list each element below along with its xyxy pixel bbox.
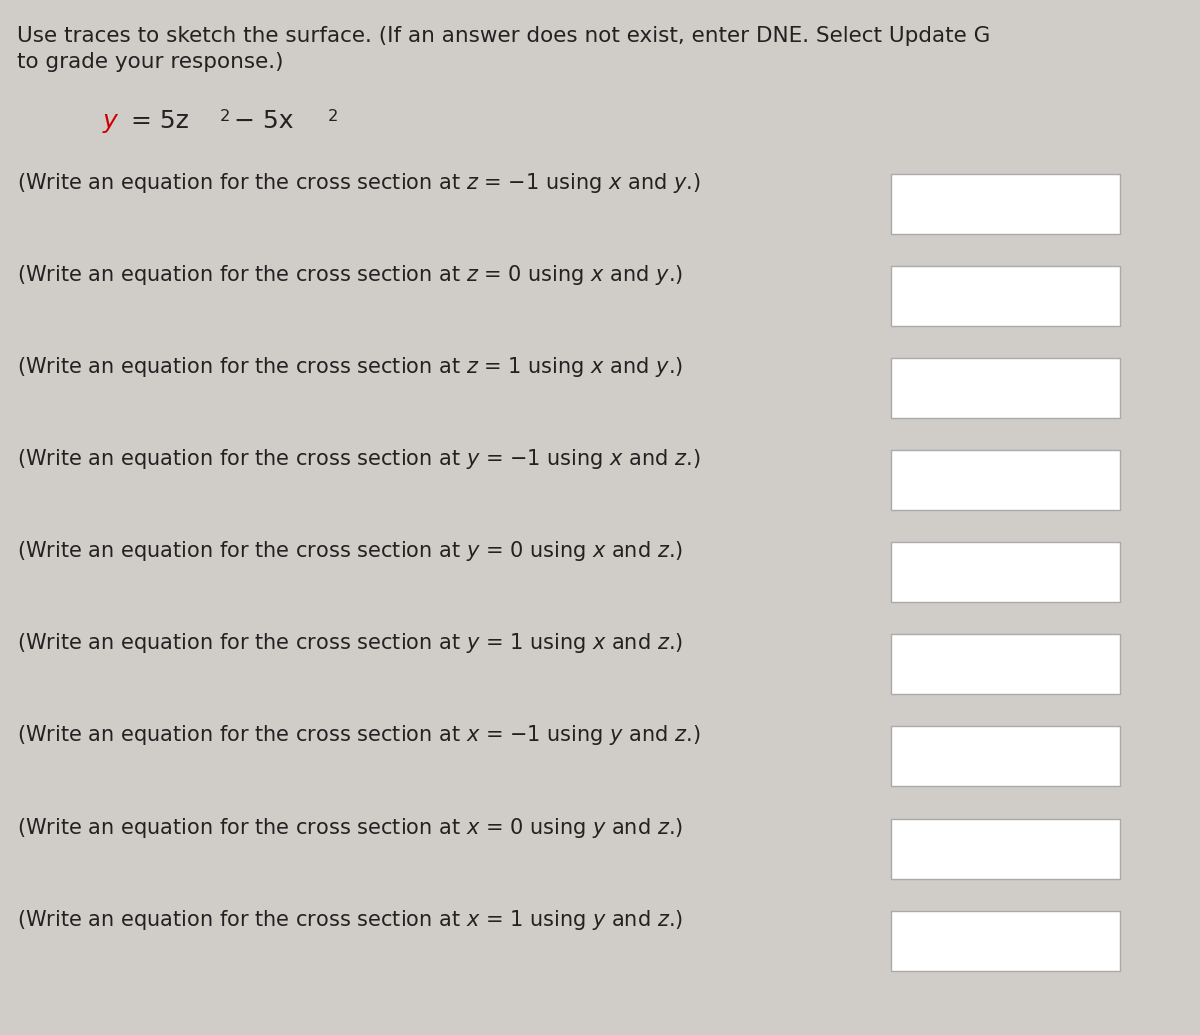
Text: (Write an equation for the cross section at $x$ = 1 using $y$ and $z$.): (Write an equation for the cross section… (17, 908, 683, 932)
Text: (Write an equation for the cross section at $z$ = 0 using $x$ and $y$.): (Write an equation for the cross section… (17, 263, 683, 287)
Text: = 5z: = 5z (132, 109, 190, 132)
Text: − 5x: − 5x (234, 109, 294, 132)
Text: (Write an equation for the cross section at $x$ = −1 using $y$ and $z$.): (Write an equation for the cross section… (17, 723, 701, 747)
FancyBboxPatch shape (892, 358, 1120, 418)
Text: (Write an equation for the cross section at $y$ = 1 using $x$ and $z$.): (Write an equation for the cross section… (17, 631, 683, 655)
Text: 2: 2 (328, 109, 338, 123)
FancyBboxPatch shape (892, 266, 1120, 326)
Text: (Write an equation for the cross section at $x$ = 0 using $y$ and $z$.): (Write an equation for the cross section… (17, 816, 683, 839)
Text: to grade your response.): to grade your response.) (17, 52, 283, 71)
FancyBboxPatch shape (892, 819, 1120, 879)
Text: 2: 2 (220, 109, 229, 123)
FancyBboxPatch shape (892, 542, 1120, 602)
Text: (Write an equation for the cross section at $z$ = 1 using $x$ and $y$.): (Write an equation for the cross section… (17, 355, 683, 379)
Text: (Write an equation for the cross section at $y$ = −1 using $x$ and $z$.): (Write an equation for the cross section… (17, 447, 701, 471)
FancyBboxPatch shape (892, 174, 1120, 234)
Text: (Write an equation for the cross section at $z$ = −1 using $x$ and $y$.): (Write an equation for the cross section… (17, 171, 701, 195)
FancyBboxPatch shape (892, 450, 1120, 510)
Text: (Write an equation for the cross section at $y$ = 0 using $x$ and $z$.): (Write an equation for the cross section… (17, 539, 683, 563)
FancyBboxPatch shape (892, 634, 1120, 694)
Text: Use traces to sketch the surface. (If an answer does not exist, enter DNE. Selec: Use traces to sketch the surface. (If an… (17, 26, 990, 46)
FancyBboxPatch shape (892, 911, 1120, 971)
Text: y: y (103, 109, 118, 132)
FancyBboxPatch shape (892, 727, 1120, 787)
